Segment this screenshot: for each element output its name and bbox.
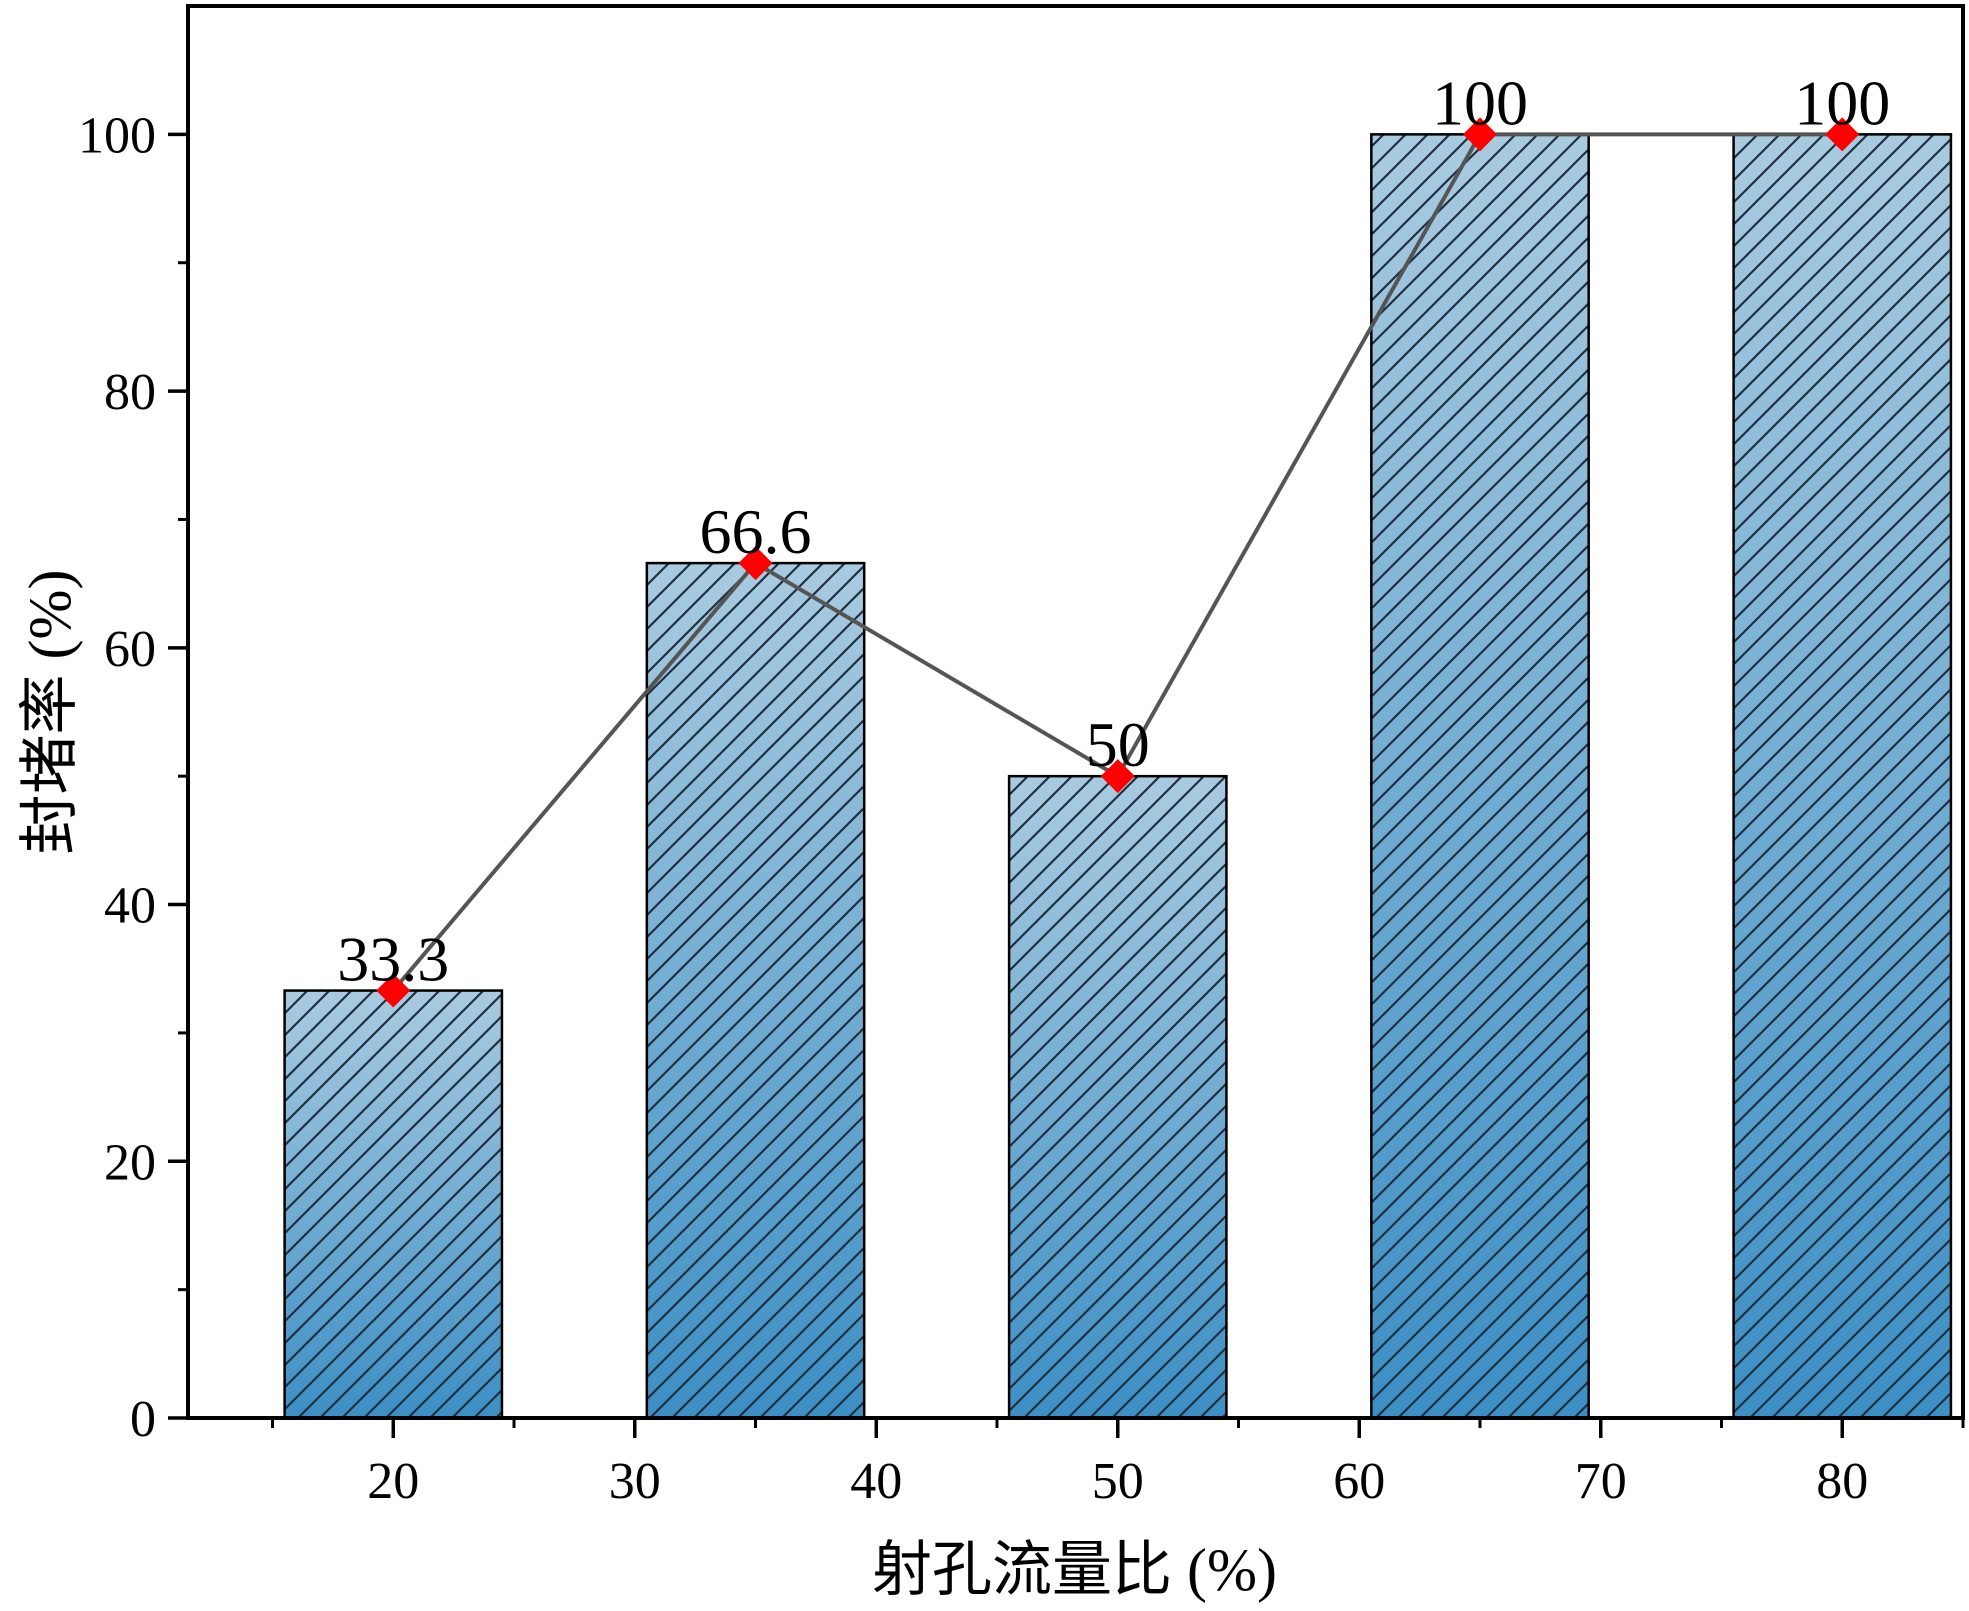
data-label: 100 (1794, 67, 1890, 138)
bar (1732, 133, 1953, 1420)
bars (283, 133, 1953, 1420)
y-tick-label: 80 (104, 364, 156, 421)
diamond-marker (1825, 117, 1860, 152)
y-tick-label: 40 (104, 878, 156, 935)
x-tick-label: 70 (1575, 1453, 1627, 1510)
y-axis-title: 封堵率 (%) (17, 570, 83, 855)
x-tick-label: 80 (1816, 1453, 1868, 1510)
x-tick-label: 40 (850, 1453, 902, 1510)
diamond-marker (738, 546, 773, 581)
bar (1370, 133, 1590, 1420)
x-axis-title: 射孔流量比 (%) (872, 1537, 1277, 1603)
x-tick-label: 50 (1092, 1453, 1144, 1510)
x-tick-label: 20 (367, 1453, 419, 1510)
x-tick-label: 30 (609, 1453, 661, 1510)
bar (1007, 774, 1228, 1420)
diamond-marker (1100, 759, 1135, 794)
diamond-marker (1463, 117, 1498, 152)
axes: 0 20 40 60 80 100 20 30 40 50 60 70 80 (78, 4, 1965, 1510)
y-tick-label: 0 (130, 1391, 156, 1448)
data-label: 100 (1432, 67, 1528, 138)
bar (283, 989, 504, 1420)
bar-hatch (284, 990, 502, 1418)
data-label: 66.6 (700, 496, 812, 567)
bar-hatch (646, 563, 865, 1418)
bar-hatch (1733, 134, 1951, 1418)
bar-hatch (1371, 134, 1589, 1418)
data-label: 50 (1086, 709, 1150, 780)
bar-hatch (1009, 776, 1227, 1418)
diamond-marker (376, 973, 411, 1008)
plot-frame (186, 4, 1965, 1420)
y-tick-label: 20 (104, 1134, 156, 1191)
x-tick-label: 60 (1333, 1453, 1385, 1510)
y-tick-label: 100 (78, 107, 156, 164)
data-labels: 33.3 66.6 50 100 100 (337, 67, 1890, 994)
series-line (376, 117, 1860, 1008)
data-label: 33.3 (337, 924, 449, 995)
bar (645, 561, 866, 1420)
y-tick-label: 60 (104, 621, 156, 678)
